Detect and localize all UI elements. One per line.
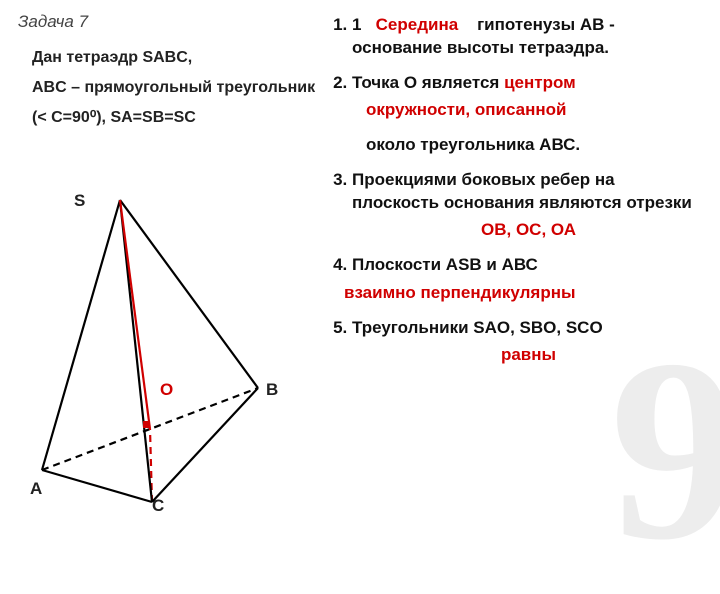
- given-line-2: ABC – прямоугольный треугольник: [32, 76, 318, 100]
- item1-answer: Середина: [376, 15, 459, 34]
- vertex-label-O: O: [160, 380, 173, 400]
- item5-text: Треугольники SAO, SBO, SCO: [352, 318, 603, 337]
- vertex-label-C: C: [152, 496, 164, 516]
- item2-tail: около треугольника АВС.: [352, 134, 705, 157]
- vertex-label-S: S: [74, 191, 85, 211]
- problem-statement: Задача 7 Дан тетраэдр SABC, ABC – прямоу…: [18, 12, 318, 136]
- answer-item-1: 1 Середина гипотенузы АВ - основание выс…: [352, 14, 705, 60]
- item4-text: Плоскости ASB и АВС: [352, 255, 538, 274]
- answers-list: 1 Середина гипотенузы АВ - основание выс…: [330, 14, 705, 379]
- slide-content: Задача 7 Дан тетраэдр SABC, ABC – прямоу…: [0, 0, 720, 540]
- item3-text: Проекциями боковых ребер на плоскость ос…: [352, 170, 692, 212]
- problem-given: Дан тетраэдр SABC, ABC – прямоугольный т…: [18, 46, 318, 130]
- diagram-svg: [10, 190, 310, 520]
- item3-answer: ОВ, ОС, ОА: [352, 219, 705, 242]
- item1-leadnum: 1: [352, 15, 361, 34]
- item2-answer-a: центром: [504, 73, 576, 92]
- item2-lead: Точка О является: [352, 73, 504, 92]
- answer-item-3: Проекциями боковых ребер на плоскость ос…: [352, 169, 705, 242]
- problem-title: Задача 7: [18, 12, 318, 32]
- answer-item-2: Точка О является центром окружности, опи…: [352, 72, 705, 157]
- answer-item-4: Плоскости ASB и АВС: [352, 254, 705, 277]
- item5-answer: равны: [352, 344, 705, 367]
- vertex-label-A: A: [30, 479, 42, 499]
- tetrahedron-diagram: S A B C O: [10, 190, 310, 520]
- given-line-1: Дан тетраэдр SABC,: [32, 46, 318, 70]
- given-line-3: (< C=90⁰), SA=SB=SC: [32, 106, 318, 130]
- item4-answer: взаимно перпендикулярны: [330, 282, 705, 305]
- item2-answer-b: окружности, описанной: [352, 99, 705, 122]
- answer-item-5: Треугольники SAO, SBO, SCO равны: [352, 317, 705, 367]
- vertex-label-B: B: [266, 380, 278, 400]
